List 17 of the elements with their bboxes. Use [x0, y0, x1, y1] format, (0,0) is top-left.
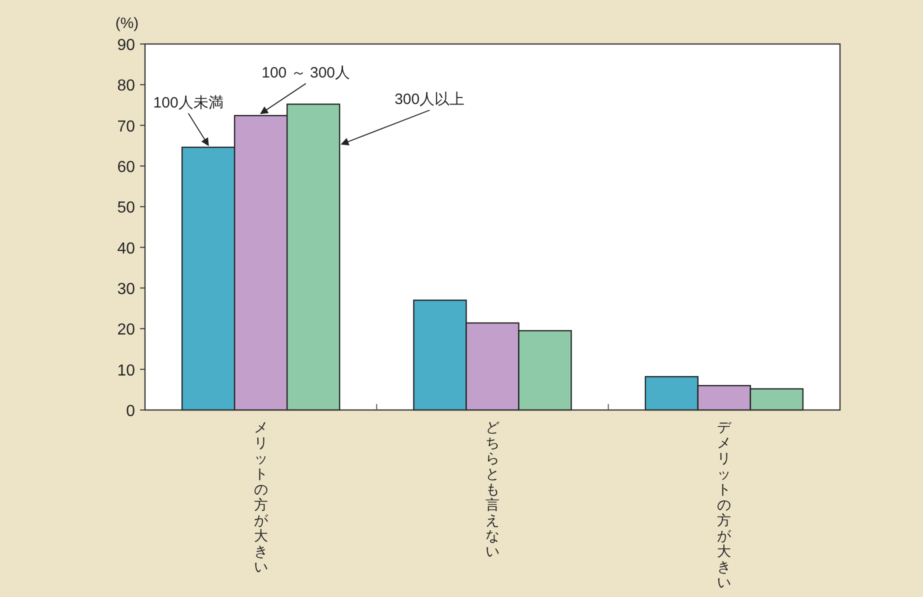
category-label: デメリットの方が大きい [717, 419, 732, 590]
y-tick-label: 50 [117, 200, 136, 217]
y-tick-label: 20 [117, 322, 136, 339]
category-label: メリットの方が大きい [254, 419, 268, 574]
y-tick-label: 40 [117, 240, 136, 258]
category-label: どちらとも言えない [486, 419, 500, 559]
text: 100人未満 [153, 94, 224, 112]
y-tick-label: 0 [126, 403, 136, 420]
y-axis-title: (%) [115, 15, 139, 32]
y-tick-label: 60 [117, 159, 136, 176]
y-tick-label: 80 [117, 78, 136, 95]
y-tick-label: 70 [117, 118, 136, 136]
text: 300人以上 [394, 91, 465, 108]
text: 100 ～ 300人 [262, 64, 350, 82]
y-tick-label: 10 [117, 362, 136, 380]
y-tick-label: 90 [117, 37, 136, 54]
y-tick-label: 30 [117, 281, 136, 298]
